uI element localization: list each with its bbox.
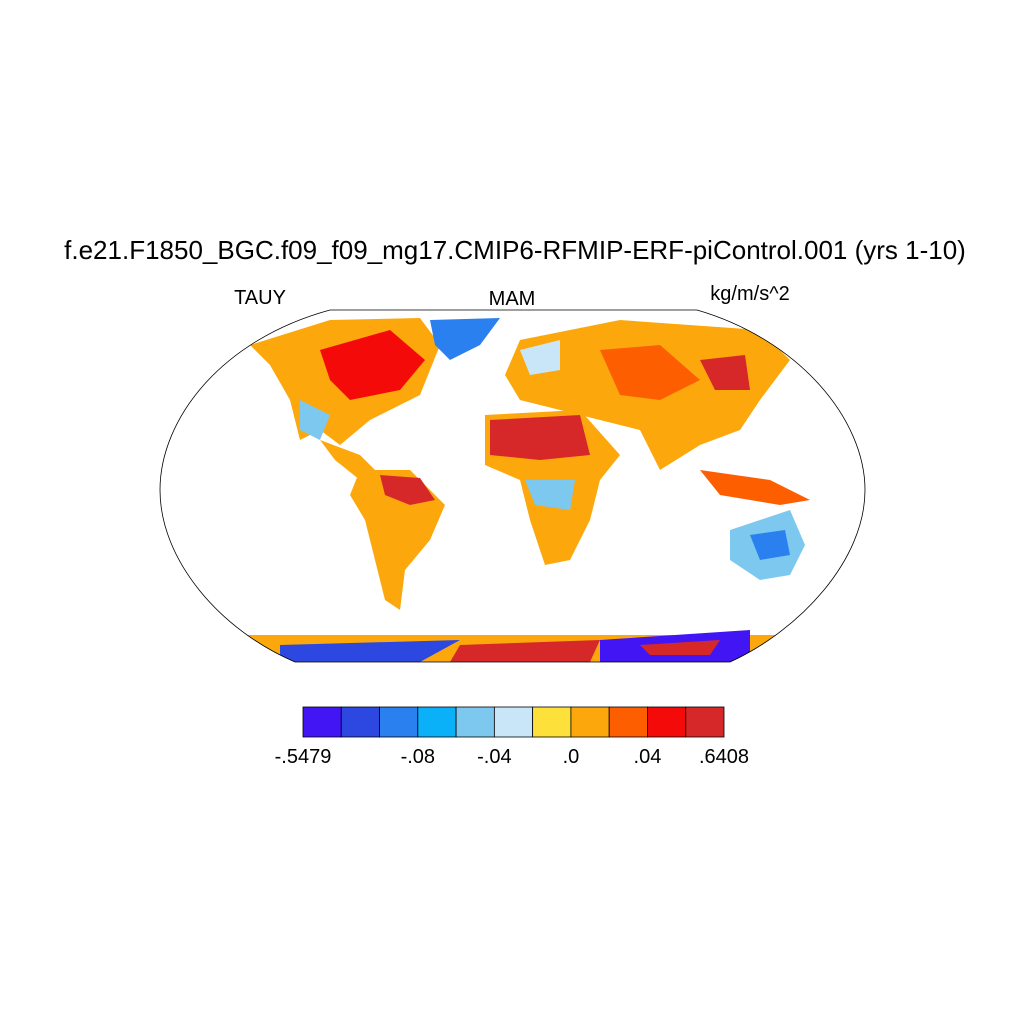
- center-label: MAM: [489, 288, 536, 310]
- colorbar-box: [302, 706, 342, 738]
- left-label: TAUY: [234, 287, 286, 309]
- colorbar-label: .04: [634, 746, 662, 768]
- colorbar-label: -.5479: [275, 746, 332, 768]
- colorbar-label: -.08: [401, 746, 435, 768]
- colorbar-box: [379, 706, 419, 738]
- colorbar-label: .6408: [699, 746, 749, 768]
- colorbar-box: [685, 706, 725, 738]
- plot-title: f.e21.F1850_BGC.f09_f09_mg17.CMIP6-RFMIP…: [64, 235, 966, 265]
- units-label: kg/m/s^2: [710, 283, 789, 305]
- map-outline: [159, 309, 866, 663]
- map-field: [160, 318, 865, 662]
- colorbar-box: [493, 706, 534, 738]
- colorbar-box: [570, 706, 610, 738]
- colorbar-label: .0: [563, 746, 580, 768]
- colorbar-label: -.04: [477, 746, 511, 768]
- colorbar-box: [340, 706, 380, 738]
- colorbar: -.5479 -.08 -.04 .0 .04 .6408: [275, 706, 749, 768]
- colorbar-box: [608, 706, 648, 738]
- colorbar-box: [455, 706, 495, 738]
- colorbar-box: [417, 706, 457, 738]
- colorbar-box: [532, 706, 572, 738]
- colorbar-box: [647, 706, 687, 738]
